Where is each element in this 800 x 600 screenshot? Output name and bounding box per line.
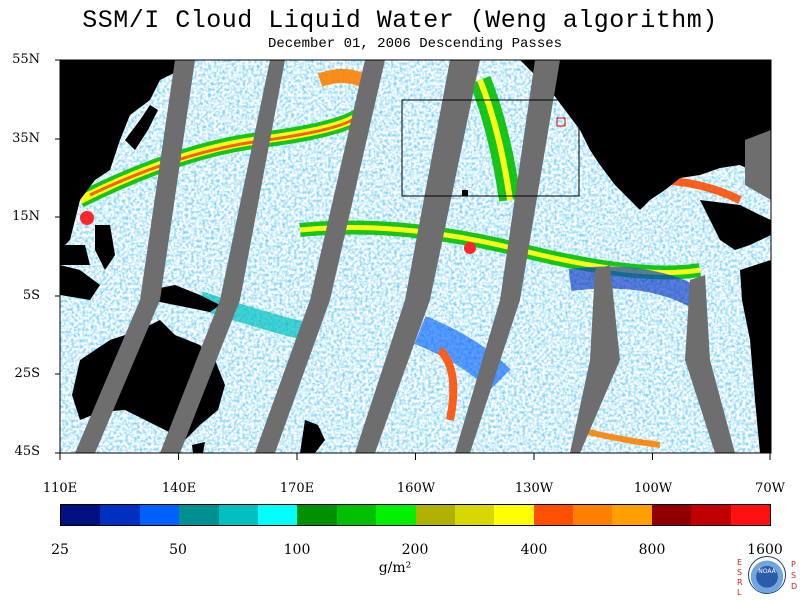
hawaii xyxy=(462,190,468,196)
logo-letter: R xyxy=(737,578,743,587)
colorbar-tick-label: 25 xyxy=(51,542,69,558)
lon-label: 70W xyxy=(755,481,785,496)
lat-label: 55N xyxy=(12,52,40,67)
colorbar-swatch xyxy=(257,505,298,525)
noaa-emblem-text: NOAA xyxy=(758,568,776,575)
gap-1 xyxy=(75,60,195,453)
lon-ticks xyxy=(59,453,771,460)
gap-6 xyxy=(570,265,620,453)
colorbar-swatch xyxy=(139,505,180,525)
logo-letter: S xyxy=(791,571,797,580)
new-zealand xyxy=(300,420,325,453)
borneo xyxy=(60,245,90,265)
lat-label: 25S xyxy=(14,366,40,381)
gap-8 xyxy=(745,130,771,200)
colorbar-swatch xyxy=(533,505,574,525)
japan xyxy=(125,105,158,150)
lat-label: 35N xyxy=(12,131,40,146)
colorbar-swatch xyxy=(336,505,377,525)
logo-letter: L xyxy=(737,588,742,597)
gap-2 xyxy=(160,60,285,453)
asia-landmass xyxy=(60,60,185,250)
colorbar-tick-label: 400 xyxy=(520,542,548,558)
lon-label: 170E xyxy=(279,481,315,496)
colorbar-tick-label: 100 xyxy=(283,542,311,558)
central-america xyxy=(700,200,771,250)
colorbar-swatch xyxy=(179,505,219,525)
map-title: SSM/I Cloud Liquid Water (Weng algorithm… xyxy=(82,6,718,35)
colorbar-swatch xyxy=(494,505,534,525)
lat-label: 15N xyxy=(12,209,40,224)
colorbar-units: g/m² xyxy=(378,560,412,576)
colorbar-swatch xyxy=(454,505,495,525)
gap-3 xyxy=(255,60,385,453)
colorbar-swatch xyxy=(376,505,416,525)
lon-label: 160W xyxy=(396,481,436,496)
colorbar-swatch xyxy=(573,505,613,525)
lat-label: 5S xyxy=(22,288,40,303)
lon-label: 100W xyxy=(633,481,673,496)
colorbar-tick-label: 1600 xyxy=(747,542,783,558)
colorbar-tick-label: 50 xyxy=(169,542,187,558)
lon-label: 110E xyxy=(42,481,78,496)
lat-ticks xyxy=(55,59,60,454)
gap-7 xyxy=(685,275,735,453)
region-box xyxy=(401,99,580,197)
swath-gaps xyxy=(75,60,771,453)
site-marker xyxy=(556,117,566,127)
colorbar-swatch xyxy=(100,505,140,525)
gap-5 xyxy=(455,60,560,453)
lat-label: 45S xyxy=(14,444,40,459)
north-america xyxy=(520,60,771,210)
colorbar-swatch xyxy=(612,505,652,525)
lon-label: 140E xyxy=(161,481,197,496)
colorbar-swatch xyxy=(651,505,692,525)
colorbar-swatch xyxy=(415,505,455,525)
cloud-water-map xyxy=(55,59,772,460)
philippines xyxy=(95,225,115,270)
colorbar-swatch xyxy=(218,505,258,525)
map-subtitle: December 01, 2006 Descending Passes xyxy=(267,36,563,52)
lon-label: 130W xyxy=(514,481,554,496)
logo-letter: S xyxy=(737,568,743,577)
gap-4 xyxy=(355,60,480,453)
colorbar-swatch xyxy=(61,505,101,525)
logo-letter: D xyxy=(791,582,798,591)
esrl-psd-noaa-logo: E S R L NOAA P S D xyxy=(735,556,799,600)
colorbar-swatch xyxy=(691,505,731,525)
colorbar xyxy=(60,504,771,526)
noaa-emblem-icon xyxy=(748,556,786,594)
colorbar-tick-label: 800 xyxy=(638,542,666,558)
colorbar-swatch xyxy=(730,505,771,525)
logo-letter: P xyxy=(791,560,796,569)
colorbar-tick-label: 200 xyxy=(401,542,429,558)
indonesia xyxy=(60,265,100,300)
south-america xyxy=(740,260,771,453)
tasmania xyxy=(192,442,205,453)
logo-letter: E xyxy=(737,558,743,567)
colorbar-swatch xyxy=(297,505,337,525)
new-guinea xyxy=(150,285,220,312)
